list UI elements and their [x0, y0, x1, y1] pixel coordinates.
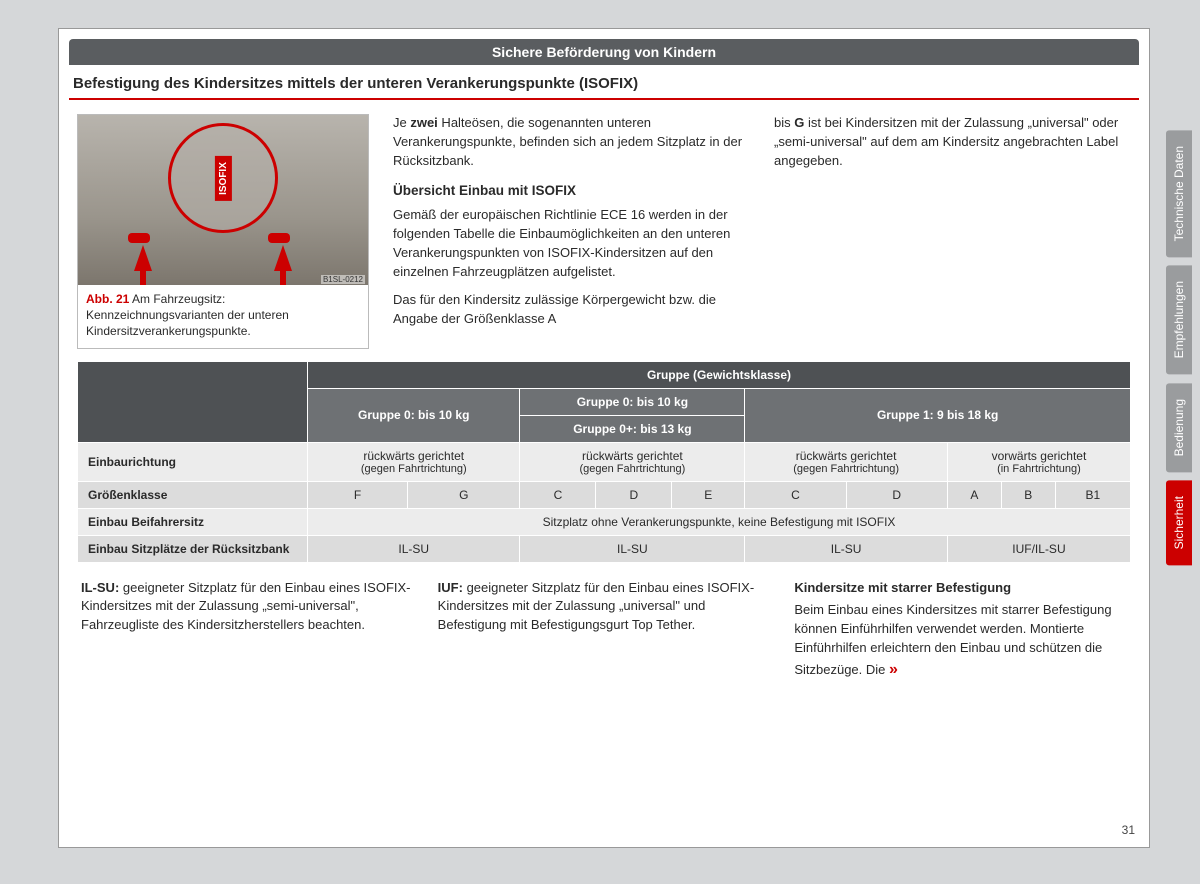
legend-text: geeigneter Sitzplatz für den Einbau eine… [438, 580, 755, 633]
row-label-front: Einbau Beifahrersitz [78, 508, 308, 535]
legend-label: IUF: [438, 580, 463, 595]
legend-text: geeigneter Sitzplatz für den Einbau eine… [81, 580, 411, 633]
cell-size: B [1001, 481, 1055, 508]
arrow-icon [134, 245, 152, 271]
legend-label: IL-SU: [81, 580, 119, 595]
text: Das für den Kindersitz zulässige Körperg… [393, 292, 716, 326]
legend-iuf: IUF: geeigneter Sitzplatz für den Einbau… [438, 579, 771, 682]
image-code: B1SL-0212 [321, 275, 365, 284]
subheading: Übersicht Einbau mit ISOFIX [393, 181, 750, 201]
th-group1: Gruppe 1: 9 bis 18 kg [745, 388, 1131, 442]
figure-number: Abb. 21 [86, 292, 129, 306]
tab-empfehlungen[interactable]: Empfehlungen [1166, 265, 1192, 374]
th-group0plus: Gruppe 0+: bis 13 kg [520, 415, 745, 442]
table-group-header: Gruppe (Gewichtsklasse) [308, 361, 1131, 388]
text: Je [393, 115, 410, 130]
legend-text: Beim Einbau eines Kindersitzes mit starr… [794, 602, 1111, 677]
tab-sicherheit[interactable]: Sicherheit [1166, 480, 1192, 565]
cell-size: G [408, 481, 520, 508]
text-sub: (gegen Fahrtrichtung) [749, 463, 943, 475]
figure-caption: Abb. 21 Am Fahrzeugsitz: Kennzeichnungsv… [78, 285, 368, 348]
legend-starre: Kindersitze mit starrer Befestigung Beim… [794, 579, 1127, 682]
text-column-middle: Je zwei Halteösen, die sogenannten unter… [393, 114, 750, 349]
cell-size: F [308, 481, 408, 508]
page-content: Sichere Beförderung von Kindern Befestig… [69, 39, 1139, 837]
figure-callout-circle: ISOFIX [168, 123, 278, 233]
text-sub: (gegen Fahrtrichtung) [524, 463, 740, 475]
cell-size: C [520, 481, 596, 508]
cell-direction: rückwärts gerichtet(gegen Fahrtrichtung) [308, 442, 520, 481]
paragraph: bis G ist bei Kindersitzen mit der Zulas… [774, 114, 1131, 171]
cell-size: B1 [1055, 481, 1130, 508]
text-bold: zwei [410, 115, 437, 130]
text-bold: G [794, 115, 804, 130]
th-group0: Gruppe 0: bis 10 kg [308, 388, 520, 442]
cell-rear: IL-SU [308, 535, 520, 562]
arrow-stem [140, 269, 146, 285]
tab-bedienung[interactable]: Bedienung [1166, 383, 1192, 472]
table-corner [78, 361, 308, 442]
text: rückwärts gerichtet [363, 449, 464, 463]
text-sub: (in Fahrtrichtung) [952, 463, 1126, 475]
legend-heading: Kindersitze mit starrer Befestigung [794, 579, 1127, 598]
paragraph: Das für den Kindersitz zulässige Körperg… [393, 291, 750, 329]
cell-size: D [846, 481, 947, 508]
continuation-icon: » [889, 661, 898, 678]
cell-size: C [745, 481, 846, 508]
arrow-stem [280, 269, 286, 285]
side-tabs: Technische Daten Empfehlungen Bedienung … [1166, 130, 1196, 574]
row-label-rear: Einbau Sitzplätze der Rücksitzbank [78, 535, 308, 562]
cell-rear: IL-SU [520, 535, 745, 562]
cell-front-value: Sitzplatz ohne Verankerungspunkte, keine… [308, 508, 1131, 535]
section-title: Befestigung des Kindersitzes mittels der… [69, 65, 1139, 100]
chapter-header: Sichere Beförderung von Kindern [69, 39, 1139, 65]
text: bis [774, 115, 794, 130]
arrow-icon [274, 245, 292, 271]
cell-rear: IL-SU [745, 535, 948, 562]
text: rückwärts gerichtet [796, 449, 897, 463]
text: rückwärts gerichtet [582, 449, 683, 463]
row-label-size: Größenklasse [78, 481, 308, 508]
text-column-right: bis G ist bei Kindersitzen mit der Zulas… [774, 114, 1131, 349]
isofix-tag: ISOFIX [214, 156, 231, 201]
anchor-marker [128, 233, 150, 243]
text: vorwärts gerichtet [992, 449, 1087, 463]
cell-direction: vorwärts gerichtet(in Fahrtrichtung) [947, 442, 1130, 481]
anchor-marker [268, 233, 290, 243]
legend-columns: IL-SU: geeigneter Sitzplatz für den Einb… [69, 569, 1139, 692]
figure-wrapper: ISOFIX B1SL-0212 Abb. 21 Am Fahrzeugsitz… [77, 114, 369, 349]
cell-size: D [596, 481, 672, 508]
figure-21: ISOFIX B1SL-0212 Abb. 21 Am Fahrzeugsitz… [77, 114, 369, 349]
cell-direction: rückwärts gerichtet(gegen Fahrtrichtung) [520, 442, 745, 481]
th-group0a: Gruppe 0: bis 10 kg [520, 388, 745, 415]
cell-direction: rückwärts gerichtet(gegen Fahrtrichtung) [745, 442, 948, 481]
figure-illustration: ISOFIX B1SL-0212 [78, 115, 368, 285]
paragraph: Je zwei Halteösen, die sogenannten unter… [393, 114, 750, 171]
text: Halteösen, die sogenannten unteren Veran… [393, 115, 742, 168]
cell-size: E [672, 481, 745, 508]
isofix-table: Gruppe (Gewichtsklasse) Gruppe 0: bis 10… [77, 361, 1131, 563]
tab-technische-daten[interactable]: Technische Daten [1166, 130, 1192, 257]
text-sub: (gegen Fahrtrichtung) [312, 463, 515, 475]
paragraph: Gemäß der europäischen Richtlinie ECE 16… [393, 206, 750, 281]
cell-rear: IUF/IL-SU [947, 535, 1130, 562]
row-label-direction: Einbaurichtung [78, 442, 308, 481]
text: ist bei Kindersitzen mit der Zulassung „… [774, 115, 1118, 168]
page-number: 31 [1122, 823, 1135, 837]
cell-size: A [947, 481, 1001, 508]
page: Sichere Beförderung von Kindern Befestig… [58, 28, 1150, 848]
intro-columns: ISOFIX B1SL-0212 Abb. 21 Am Fahrzeugsitz… [69, 100, 1139, 355]
legend-ilsu: IL-SU: geeigneter Sitzplatz für den Einb… [81, 579, 414, 682]
